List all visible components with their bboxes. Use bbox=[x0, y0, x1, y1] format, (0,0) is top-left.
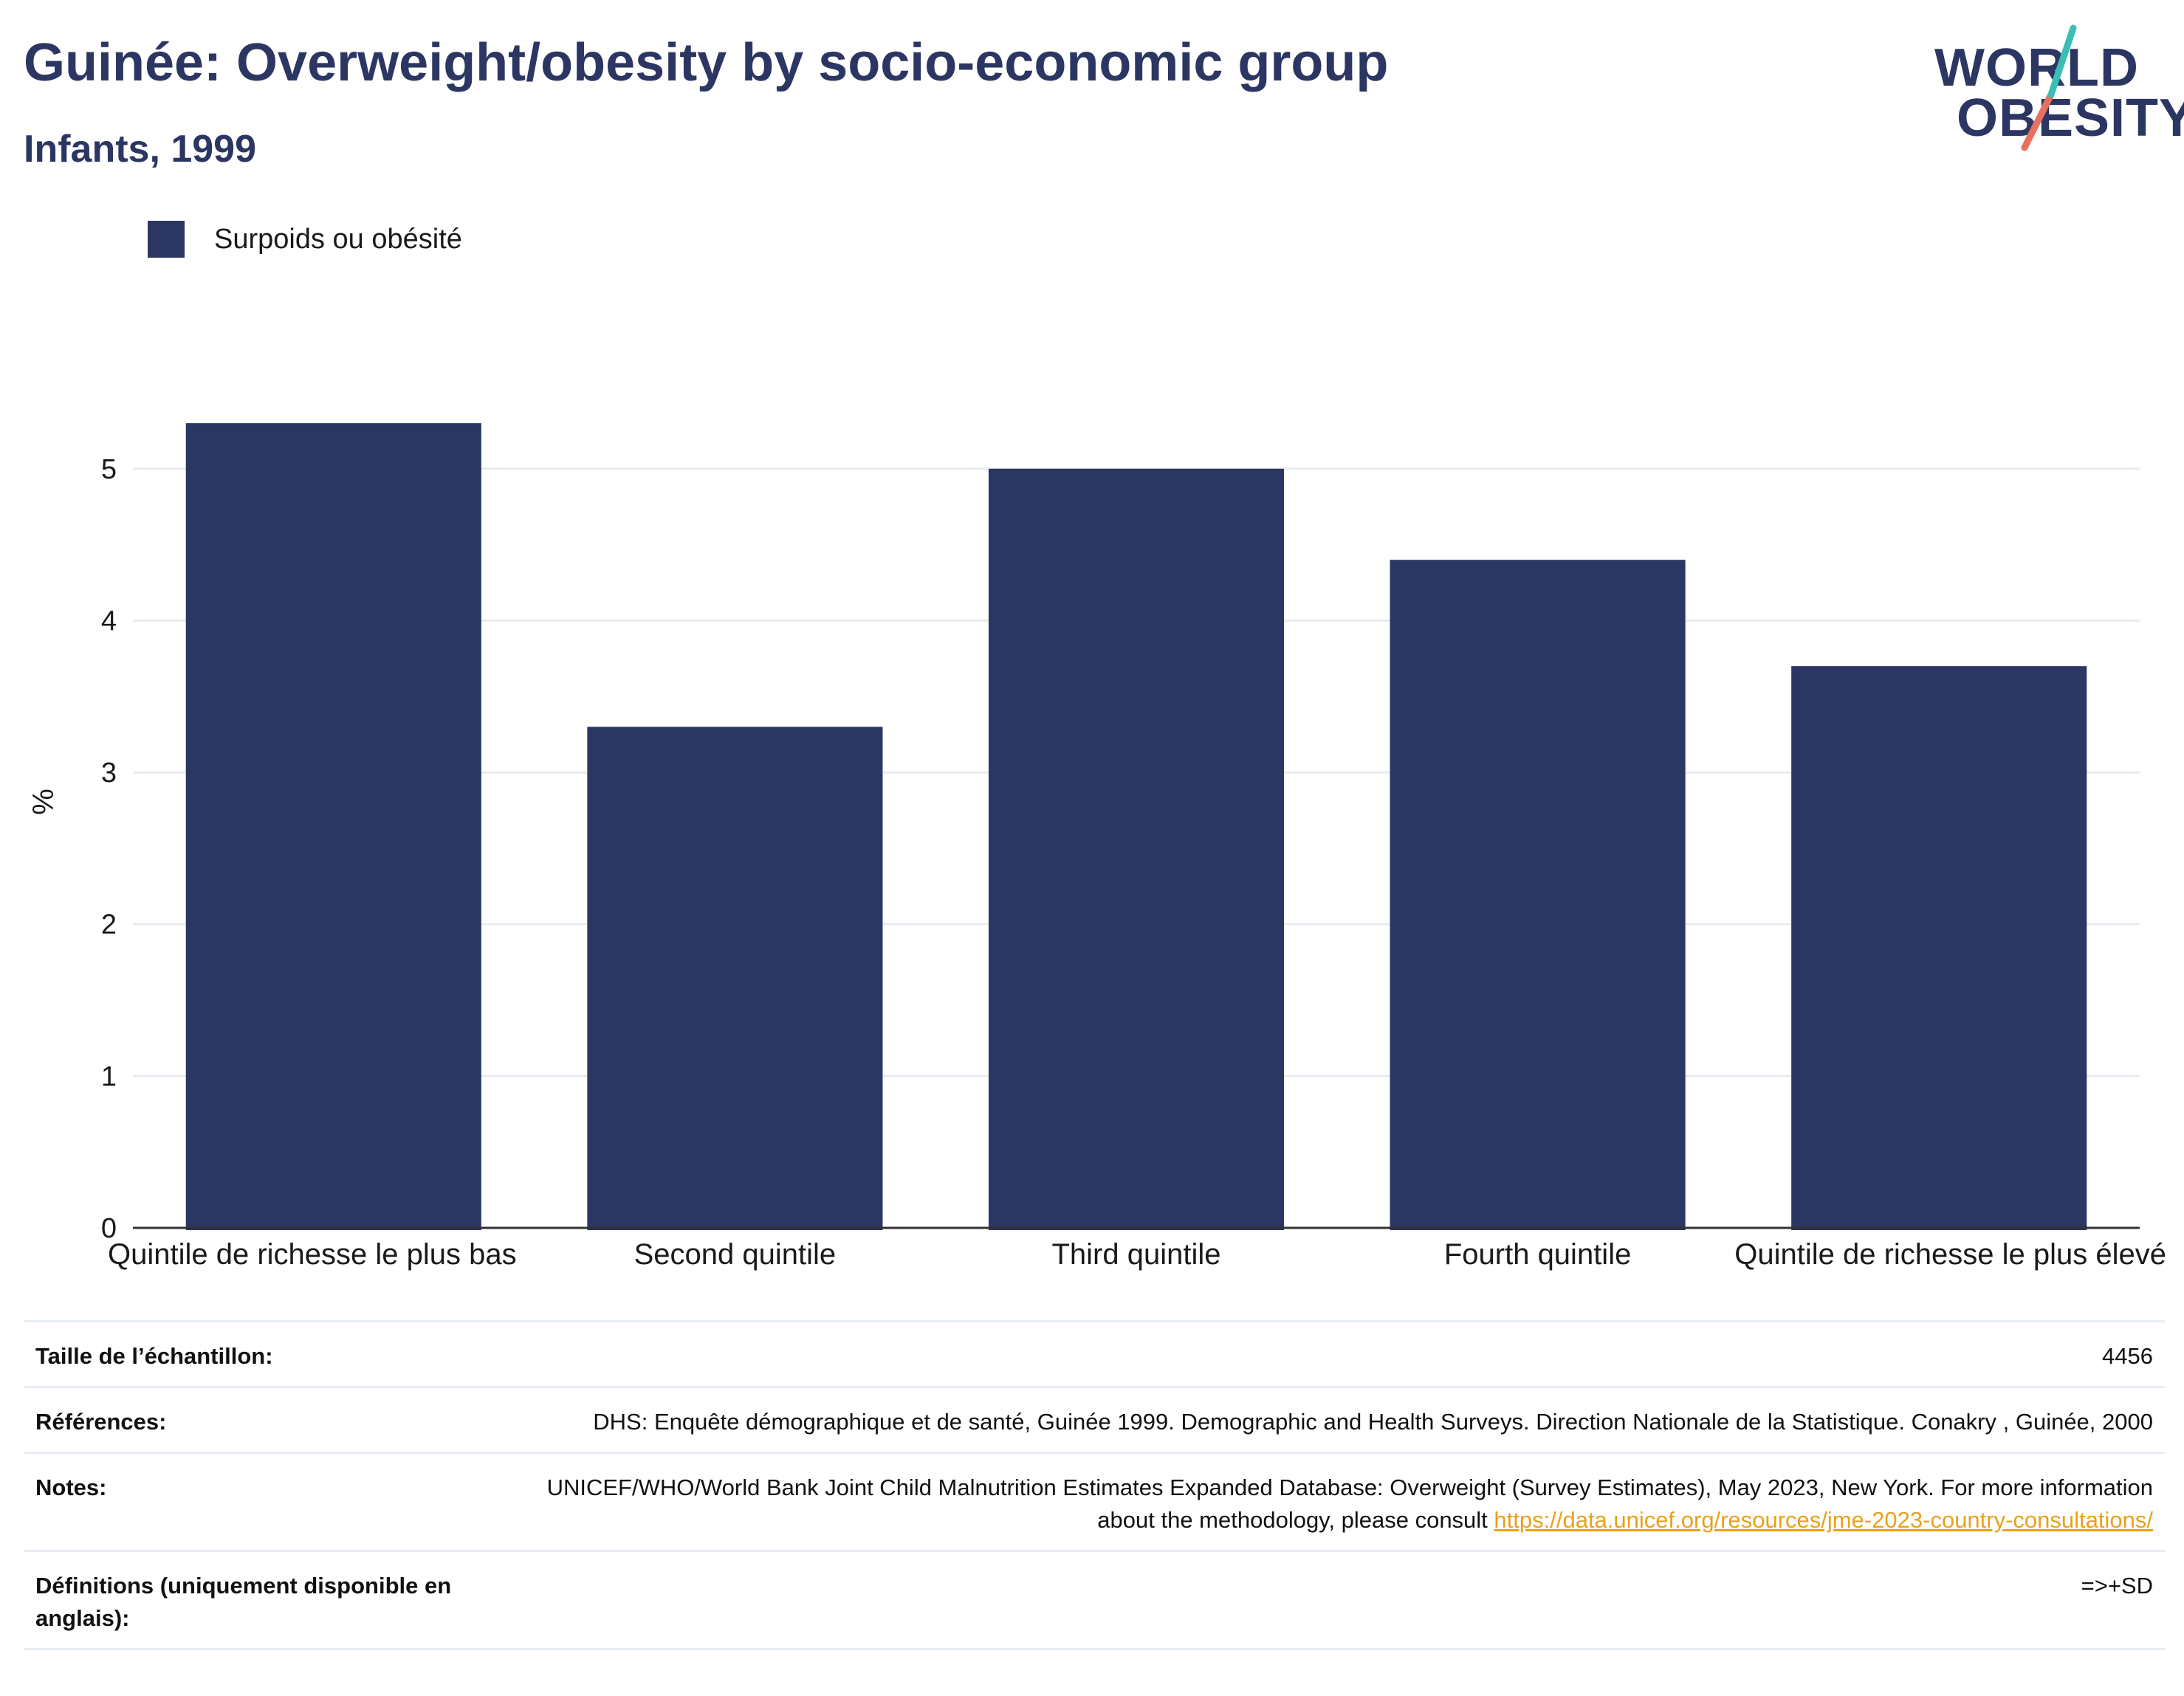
definitions-row: Définitions (uniquement disponible en an… bbox=[24, 1550, 2165, 1651]
logo-slash-icon bbox=[2021, 24, 2077, 151]
chart-legend: Surpoids ou obésité bbox=[148, 219, 462, 260]
y-tick-label: 1 bbox=[101, 1061, 117, 1092]
bar bbox=[1791, 666, 2087, 1230]
sample-size-label: Taille de l’échantillon: bbox=[24, 1319, 535, 1387]
y-tick-label: 3 bbox=[101, 758, 117, 789]
references-value: DHS: Enquête démographique et de santé, … bbox=[535, 1386, 2165, 1453]
sample-size-value: 4456 bbox=[535, 1319, 2165, 1387]
logo-line-obesity: OBESITY bbox=[1957, 89, 2184, 148]
bar bbox=[1390, 560, 1686, 1230]
legend-label: Surpoids ou obésité bbox=[214, 223, 462, 255]
y-tick-label: 4 bbox=[101, 605, 117, 636]
y-tick-label: 5 bbox=[101, 454, 117, 485]
notes-row: Notes: UNICEF/WHO/World Bank Joint Child… bbox=[24, 1452, 2165, 1551]
bar bbox=[988, 468, 1285, 1231]
bar bbox=[587, 727, 883, 1230]
y-tick-label: 2 bbox=[101, 910, 117, 941]
logo-line-world: WORLD bbox=[1934, 38, 2139, 97]
world-obesity-logo: WORLD OBESITY bbox=[1927, 21, 2184, 154]
definitions-label: Définitions (uniquement disponible en an… bbox=[24, 1550, 535, 1651]
y-tick-label: 0 bbox=[101, 1213, 117, 1244]
chart-subtitle: Infants, 1999 bbox=[24, 128, 257, 171]
legend-swatch bbox=[148, 221, 185, 258]
notes-text: UNICEF/WHO/World Bank Joint Child Malnut… bbox=[546, 1474, 2153, 1534]
x-tick-label: Quintile de richesse le plus bas bbox=[108, 1238, 517, 1271]
notes-value: UNICEF/WHO/World Bank Joint Child Malnut… bbox=[535, 1452, 2165, 1551]
references-label: Références: bbox=[24, 1386, 535, 1453]
definitions-value: =>+SD bbox=[535, 1550, 2165, 1651]
x-tick-label: Fourth quintile bbox=[1444, 1238, 1631, 1271]
chart-title: Guinée: Overweight/obesity by socio-econ… bbox=[24, 33, 1389, 92]
metadata-table: Taille de l’échantillon: 4456 Références… bbox=[24, 1319, 2165, 1651]
bar-chart: 0 1 2 3 4 5% Quintile de richesse le plus bas S… bbox=[27, 423, 2166, 1271]
notes-label: Notes: bbox=[24, 1452, 535, 1551]
x-tick-label: Third quintile bbox=[1051, 1238, 1220, 1271]
bar bbox=[185, 423, 481, 1231]
x-tick-label: Second quintile bbox=[634, 1238, 837, 1271]
references-row: Références: DHS: Enquête démographique e… bbox=[24, 1386, 2165, 1453]
y-axis-title: % bbox=[27, 789, 60, 815]
sample-size-row: Taille de l’échantillon: 4456 bbox=[24, 1319, 2165, 1387]
x-tick-label: Quintile de richesse le plus élevé bbox=[1734, 1238, 2166, 1271]
methodology-link[interactable]: https://data.unicef.org/resources/jme-20… bbox=[1494, 1507, 2153, 1534]
